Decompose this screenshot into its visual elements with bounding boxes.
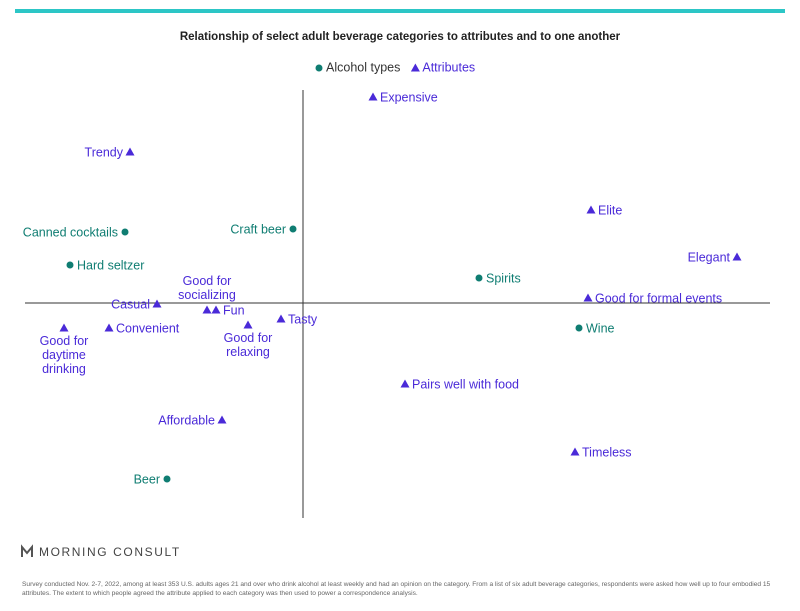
point-label: Hard seltzer: [77, 258, 144, 272]
point-label: Expensive: [380, 90, 438, 104]
point-label: Good for daytime drinking: [40, 334, 89, 376]
point-label: Elite: [598, 203, 622, 217]
point-label: Good for formal events: [595, 291, 722, 305]
logo: MORNING CONSULT: [21, 544, 181, 559]
point: [732, 252, 742, 261]
point-label: Beer: [134, 472, 160, 486]
point: [475, 274, 483, 282]
legend-item: Alcohol types: [315, 60, 400, 74]
point-label: Canned cocktails: [23, 225, 118, 239]
point: [121, 228, 129, 236]
point: [289, 225, 297, 233]
chart: Relationship of select adult beverage ca…: [15, 9, 785, 559]
point: [276, 314, 286, 323]
legend-label: Alcohol types: [326, 60, 400, 74]
point: [66, 261, 74, 269]
point: [243, 320, 253, 329]
point-label: Elegant: [688, 250, 731, 264]
point: [202, 305, 212, 314]
legend-item: Attributes: [410, 60, 475, 74]
point: [152, 299, 162, 308]
top-bar: [15, 9, 785, 13]
point-label: Good for socializing: [178, 274, 236, 302]
legend-label: Attributes: [422, 60, 475, 74]
point: [217, 415, 227, 424]
point-label: Good for relaxing: [224, 331, 273, 359]
footnote: Survey conducted Nov. 2-7, 2022, among a…: [22, 581, 771, 597]
point-label: Timeless: [582, 445, 632, 459]
point: [104, 323, 114, 332]
point-label: Casual: [111, 297, 150, 311]
point: [400, 379, 410, 388]
point: [570, 447, 580, 456]
point: [211, 305, 221, 314]
point: [125, 147, 135, 156]
point: [163, 475, 171, 483]
brand: MORNING CONSULT: [39, 545, 181, 559]
point: [368, 92, 378, 101]
legend-marker: [410, 63, 420, 72]
point-label: Trendy: [85, 145, 124, 159]
point-label: Tasty: [288, 312, 318, 326]
point-label: Pairs well with food: [412, 377, 519, 391]
point: [59, 323, 69, 332]
point-label: Spirits: [486, 271, 521, 285]
point-label: Fun: [223, 303, 245, 317]
chart-title: Relationship of select adult beverage ca…: [180, 31, 621, 43]
point-label: Affordable: [158, 413, 215, 427]
point: [575, 324, 583, 332]
point: [586, 205, 596, 214]
point-label: Wine: [586, 321, 615, 335]
point-label: Craft beer: [230, 222, 286, 236]
legend-marker: [315, 64, 323, 72]
point-label: Convenient: [116, 321, 180, 335]
point: [583, 293, 593, 302]
